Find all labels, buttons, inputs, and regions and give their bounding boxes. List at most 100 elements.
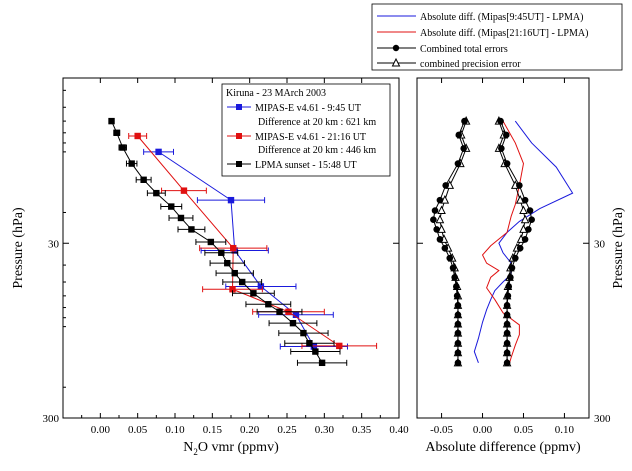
data-point-lpma: [239, 278, 246, 286]
total-error-marker: [503, 359, 511, 367]
series-line-mipas-evening: [137, 135, 340, 347]
left-axis-ticks: 0.00 0.05 0.10 0.15 0.20 0.25 0.30 0.35 0.40 30 30…: [43, 78, 409, 436]
precision-error-marker: [520, 214, 530, 224]
left-x-tick-label: 0.15: [203, 424, 223, 436]
legend-label-diff-evening: Absolute diff. (Mipas[21:16UT] - LPMA): [420, 28, 588, 39]
right-x-tick-label: 0.10: [555, 424, 575, 436]
data-point-mipas-evening: [180, 187, 188, 194]
data-point-mipas-evening: [230, 244, 237, 252]
x-axis-label-n: N: [183, 440, 193, 455]
data-point-lpma: [218, 249, 225, 256]
total-error-marker: [503, 349, 511, 357]
legend-note-mipas-morning: Difference at 20 km : 621 km: [258, 117, 376, 128]
data-point-mipas-morning: [257, 283, 265, 290]
right-legend: Absolute diff. (Mipas[9:45UT] - LPMA) Ab…: [371, 3, 623, 71]
total-error-marker: [497, 117, 504, 125]
total-error-marker: [516, 244, 524, 252]
legend-label-total-errors: Combined total errors: [420, 44, 508, 55]
legend-marker-lpma: [236, 161, 242, 167]
total-error-marker: [525, 226, 532, 233]
data-point-lpma: [289, 319, 297, 327]
series-line-mipas-morning: [158, 151, 315, 347]
total-error-marker: [446, 254, 454, 262]
total-error-marker: [528, 216, 535, 224]
right-x-tick-label: -0.05: [430, 424, 453, 436]
total-error-marker: [436, 196, 444, 204]
data-point-lpma: [177, 214, 185, 222]
total-error-marker: [454, 349, 462, 357]
right-x-tick-label: 0.00: [473, 424, 493, 436]
total-error-marker: [454, 339, 462, 347]
total-error-marker: [442, 182, 449, 189]
total-error-marker: [516, 182, 523, 189]
x-axis-label-subscript: 2: [193, 447, 198, 457]
data-point-lpma: [119, 144, 126, 151]
data-point-lpma: [276, 308, 283, 315]
left-x-tick-label: 0.30: [315, 424, 335, 436]
data-point-lpma: [168, 203, 175, 210]
total-error-marker: [454, 311, 462, 319]
left-legend: Kiruna - 23 MArch 2003 MIPAS-E v4.61 - 9…: [221, 83, 391, 177]
right-y-tick-label: 300: [594, 413, 611, 425]
right-y-axis-label: Pressure (hPa): [611, 207, 626, 289]
data-point-lpma: [306, 340, 313, 347]
data-point-lpma: [300, 329, 307, 337]
legend-label-precision-error: combined precision error: [420, 59, 521, 70]
right-y-tick-label: 30: [594, 238, 606, 250]
total-error-marker: [454, 359, 462, 367]
data-point-lpma: [312, 348, 319, 355]
data-point-mipas-morning: [310, 343, 318, 350]
total-error-marker: [503, 339, 511, 347]
right-axis-ticks: -0.05 0.00 0.05 0.10 30 300: [417, 78, 611, 436]
legend-label-mipas-morning: MIPAS-E v4.61 - 9:45 UT: [255, 103, 361, 114]
total-error-marker: [451, 274, 458, 281]
left-x-tick-label: 0.05: [128, 424, 148, 436]
x-axis-label-rest: O vmr (ppmv): [198, 440, 279, 455]
series-line-lpma: [111, 120, 323, 364]
legend-label-mipas-evening: MIPAS-E v4.61 - 21:16 UT: [255, 132, 366, 143]
data-point-lpma: [265, 301, 272, 308]
total-error-marker: [461, 117, 468, 125]
legend-marker-mipas-morning: [236, 104, 242, 110]
data-point-lpma: [224, 259, 231, 267]
right-series-group: [430, 115, 574, 367]
data-point-mipas-morning: [227, 196, 235, 204]
precision-error-marker: [437, 205, 446, 215]
legend-label-diff-morning: Absolute diff. (Mipas[9:45UT] - LPMA): [420, 12, 583, 23]
total-error-marker: [498, 145, 505, 152]
total-error-marker: [441, 244, 449, 252]
data-point-lpma: [318, 359, 326, 367]
total-error-marker: [454, 320, 462, 328]
total-error-marker: [504, 292, 512, 300]
total-error-marker: [503, 320, 511, 328]
total-error-marker: [454, 302, 462, 309]
left-legend-box: [221, 83, 391, 177]
legend-label-lpma: LPMA sunset - 15:48 UT: [255, 160, 357, 171]
total-error-marker: [453, 292, 461, 300]
left-x-tick-label: 0.35: [352, 424, 372, 436]
left-x-tick-label: 0.10: [165, 424, 185, 436]
precision-error-marker: [519, 205, 528, 215]
right-x-tick-label: 0.05: [514, 424, 534, 436]
data-point-lpma: [231, 269, 238, 277]
total-error-marker: [511, 254, 519, 262]
data-point-mipas-evening: [336, 342, 343, 350]
data-point-lpma: [153, 189, 160, 197]
data-point-lpma: [128, 160, 135, 167]
total-error-marker: [521, 196, 529, 204]
total-error-marker: [526, 207, 534, 214]
total-error-marker: [455, 131, 463, 139]
data-point-lpma: [108, 117, 115, 125]
total-error-marker: [502, 131, 510, 139]
legend-title: Kiruna - 23 MArch 2003: [226, 88, 326, 99]
total-error-marker: [431, 207, 439, 214]
data-point-mipas-evening: [229, 286, 236, 293]
right-x-axis-label: Absolute difference (ppmv): [425, 440, 581, 455]
legend-note-mipas-evening: Difference at 20 km : 446 km: [258, 145, 376, 156]
total-error-marker: [505, 283, 513, 290]
total-error-marker: [433, 226, 440, 233]
precision-error-marker: [435, 214, 445, 224]
total-error-marker: [454, 329, 462, 337]
left-x-axis-label: N2O vmr (ppmv): [183, 440, 279, 457]
right-legend-box: [371, 3, 623, 71]
